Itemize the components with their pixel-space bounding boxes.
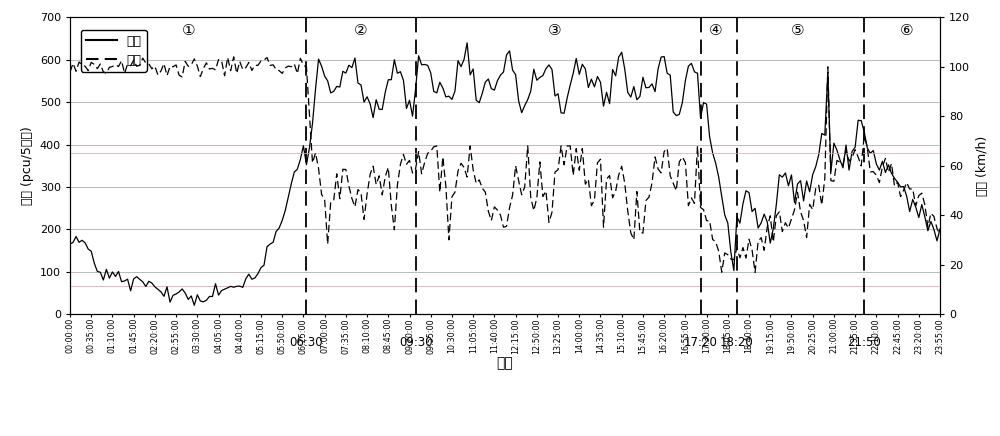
Text: ⑥: ⑥: [900, 24, 913, 38]
Text: ①: ①: [181, 24, 195, 38]
Text: ④: ④: [709, 24, 722, 38]
Text: 09:30: 09:30: [399, 336, 432, 349]
Legend: 流量, 速度: 流量, 速度: [81, 30, 147, 72]
X-axis label: 时间: 时间: [497, 357, 513, 371]
Y-axis label: 速度 (km/h): 速度 (km/h): [976, 136, 989, 196]
Text: ⑤: ⑤: [791, 24, 804, 38]
Text: 18:20: 18:20: [720, 336, 754, 349]
Text: ②: ②: [354, 24, 368, 38]
Text: 21:50: 21:50: [847, 336, 881, 349]
Text: ③: ③: [548, 24, 562, 38]
Y-axis label: 流量 (pcu/5分钟): 流量 (pcu/5分钟): [21, 126, 34, 205]
Text: 06:30: 06:30: [290, 336, 323, 349]
Text: 17:20: 17:20: [684, 336, 717, 349]
